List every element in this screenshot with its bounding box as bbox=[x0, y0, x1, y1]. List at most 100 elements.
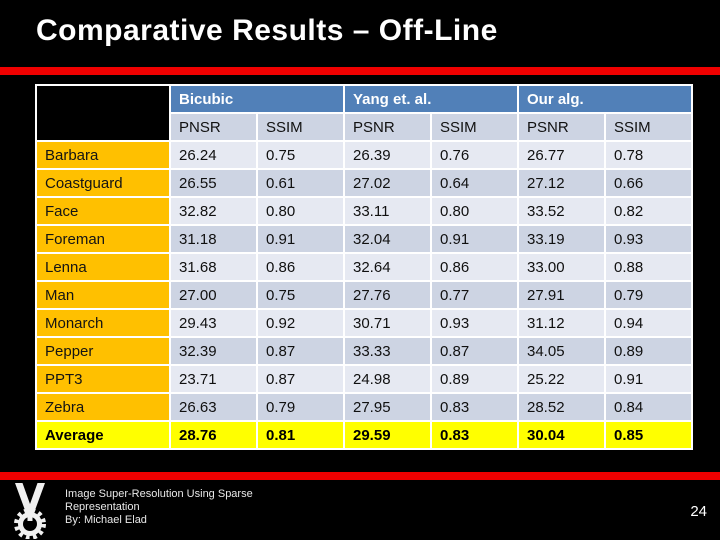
data-cell: 0.79 bbox=[258, 394, 343, 420]
table-row: Coastguard 26.55 0.61 27.02 0.64 27.12 0.66 bbox=[37, 170, 691, 196]
table-row: Zebra 26.63 0.79 27.95 0.83 28.52 0.84 bbox=[37, 394, 691, 420]
title-divider-bar bbox=[0, 67, 720, 75]
data-cell: 31.18 bbox=[171, 226, 256, 252]
data-cell: 26.77 bbox=[519, 142, 604, 168]
group-header-our-alg: Our alg. bbox=[519, 86, 691, 112]
data-cell: 0.94 bbox=[606, 310, 691, 336]
data-cell: 0.78 bbox=[606, 142, 691, 168]
footer-citation: Image Super-Resolution Using Sparse Repr… bbox=[65, 488, 253, 527]
data-cell: 0.61 bbox=[258, 170, 343, 196]
data-cell: 26.24 bbox=[171, 142, 256, 168]
data-cell: 27.02 bbox=[345, 170, 430, 196]
data-cell: 29.59 bbox=[345, 422, 430, 448]
row-label: Lenna bbox=[37, 254, 169, 280]
data-cell: 33.11 bbox=[345, 198, 430, 224]
column-header: PNSR bbox=[171, 114, 256, 140]
data-cell: 31.12 bbox=[519, 310, 604, 336]
data-cell: 0.92 bbox=[258, 310, 343, 336]
data-cell: 32.39 bbox=[171, 338, 256, 364]
data-cell: 0.89 bbox=[432, 366, 517, 392]
data-cell: 27.95 bbox=[345, 394, 430, 420]
data-cell: 33.00 bbox=[519, 254, 604, 280]
data-cell: 32.64 bbox=[345, 254, 430, 280]
data-cell: 33.52 bbox=[519, 198, 604, 224]
data-cell: 0.64 bbox=[432, 170, 517, 196]
group-header-row: Bicubic Yang et. al. Our alg. bbox=[37, 86, 691, 140]
data-cell: 0.81 bbox=[258, 422, 343, 448]
row-label: Face bbox=[37, 198, 169, 224]
data-cell: 30.04 bbox=[519, 422, 604, 448]
data-cell: 33.19 bbox=[519, 226, 604, 252]
data-cell: 0.87 bbox=[258, 338, 343, 364]
data-cell: 0.76 bbox=[432, 142, 517, 168]
column-header: SSIM bbox=[258, 114, 343, 140]
data-cell: 26.55 bbox=[171, 170, 256, 196]
data-cell: 0.93 bbox=[432, 310, 517, 336]
data-cell: 33.33 bbox=[345, 338, 430, 364]
data-cell: 0.91 bbox=[606, 366, 691, 392]
data-cell: 0.79 bbox=[606, 282, 691, 308]
subheader-row: PNSR SSIM PSNR SSIM PSNR SSIM bbox=[37, 114, 691, 140]
data-cell: 0.86 bbox=[258, 254, 343, 280]
results-tbody: Barbara 26.24 0.75 26.39 0.76 26.77 0.78 Coastg… bbox=[37, 142, 691, 448]
data-cell: 28.52 bbox=[519, 394, 604, 420]
results-table: Bicubic Yang et. al. Our alg. PNSR SSIM … bbox=[35, 84, 693, 450]
data-cell: 32.82 bbox=[171, 198, 256, 224]
row-label: Foreman bbox=[37, 226, 169, 252]
footer-line: Image Super-Resolution Using Sparse bbox=[65, 488, 253, 500]
data-cell: 31.68 bbox=[171, 254, 256, 280]
data-cell: 27.91 bbox=[519, 282, 604, 308]
corner-cell bbox=[37, 86, 169, 140]
footer-line: Representation bbox=[65, 501, 140, 513]
data-cell: 0.86 bbox=[432, 254, 517, 280]
table-row: PPT3 23.71 0.87 24.98 0.89 25.22 0.91 bbox=[37, 366, 691, 392]
table-row: Foreman 31.18 0.91 32.04 0.91 33.19 0.93 bbox=[37, 226, 691, 252]
footer-line: By: Michael Elad bbox=[65, 514, 147, 526]
group-header-yang: Yang et. al. bbox=[345, 86, 517, 112]
table-row: Lenna 31.68 0.86 32.64 0.86 33.00 0.88 bbox=[37, 254, 691, 280]
data-cell: 0.89 bbox=[606, 338, 691, 364]
table-row: Monarch 29.43 0.92 30.71 0.93 31.12 0.94 bbox=[37, 310, 691, 336]
data-cell: 0.91 bbox=[258, 226, 343, 252]
column-header: PSNR bbox=[519, 114, 604, 140]
data-cell: 29.43 bbox=[171, 310, 256, 336]
data-cell: 0.83 bbox=[432, 422, 517, 448]
row-label: Zebra bbox=[37, 394, 169, 420]
data-cell: 0.85 bbox=[606, 422, 691, 448]
data-cell: 0.93 bbox=[606, 226, 691, 252]
data-cell: 0.82 bbox=[606, 198, 691, 224]
data-cell: 27.00 bbox=[171, 282, 256, 308]
data-cell: 0.80 bbox=[432, 198, 517, 224]
data-cell: 25.22 bbox=[519, 366, 604, 392]
data-cell: 0.83 bbox=[432, 394, 517, 420]
column-header: SSIM bbox=[432, 114, 517, 140]
data-cell: 27.76 bbox=[345, 282, 430, 308]
column-header: SSIM bbox=[606, 114, 691, 140]
technion-logo-icon bbox=[14, 483, 46, 539]
data-cell: 26.63 bbox=[171, 394, 256, 420]
row-label: Man bbox=[37, 282, 169, 308]
table-row: Average 28.76 0.81 29.59 0.83 30.04 0.85 bbox=[37, 422, 691, 448]
data-cell: 0.75 bbox=[258, 142, 343, 168]
row-label: PPT3 bbox=[37, 366, 169, 392]
data-cell: 0.84 bbox=[606, 394, 691, 420]
data-cell: 28.76 bbox=[171, 422, 256, 448]
slide-title: Comparative Results – Off-Line bbox=[36, 14, 498, 47]
data-cell: 0.66 bbox=[606, 170, 691, 196]
data-cell: 0.91 bbox=[432, 226, 517, 252]
row-label: Average bbox=[37, 422, 169, 448]
data-cell: 0.80 bbox=[258, 198, 343, 224]
column-header: PSNR bbox=[345, 114, 430, 140]
table-row: Man 27.00 0.75 27.76 0.77 27.91 0.79 bbox=[37, 282, 691, 308]
page-number: 24 bbox=[690, 503, 707, 520]
data-cell: 30.71 bbox=[345, 310, 430, 336]
table-row: Barbara 26.24 0.75 26.39 0.76 26.77 0.78 bbox=[37, 142, 691, 168]
row-label: Barbara bbox=[37, 142, 169, 168]
data-cell: 27.12 bbox=[519, 170, 604, 196]
data-cell: 23.71 bbox=[171, 366, 256, 392]
data-cell: 0.77 bbox=[432, 282, 517, 308]
data-cell: 32.04 bbox=[345, 226, 430, 252]
data-cell: 0.75 bbox=[258, 282, 343, 308]
footer-divider-bar bbox=[0, 472, 720, 480]
